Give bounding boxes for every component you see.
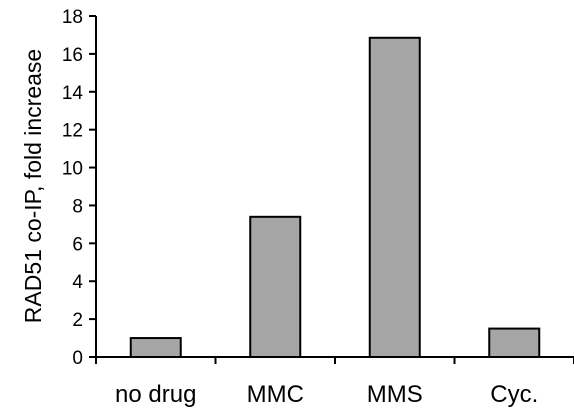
bar-cyc	[488, 327, 541, 359]
y-tick-label: 18	[62, 7, 83, 28]
axes	[95, 16, 574, 364]
x-tick-labels: no drug MMC MMS Cyc.	[115, 381, 538, 408]
bar-mms	[368, 36, 421, 359]
bar-mmc	[249, 215, 302, 358]
x-tick-label: no drug	[115, 381, 196, 408]
y-ticks: 0 2 4 6 8 10 12 14 16 18	[62, 7, 96, 369]
y-tick-label: 14	[62, 83, 84, 104]
bars	[129, 36, 541, 359]
y-tick-label: 10	[62, 159, 83, 180]
x-tick-label: MMC	[247, 381, 304, 408]
x-tick-label: Cyc.	[490, 381, 538, 408]
y-tick-label: 0	[72, 348, 83, 369]
x-tick-label: MMS	[367, 381, 423, 408]
y-axis-title: RAD51 co-IP, fold increase	[20, 49, 46, 323]
y-tick-label: 16	[62, 45, 83, 66]
y-tick-label: 8	[72, 196, 83, 217]
y-tick-label: 12	[62, 121, 83, 142]
y-tick-label: 2	[72, 310, 83, 331]
y-tick-label: 6	[72, 234, 83, 255]
bar-no-drug	[129, 337, 182, 358]
y-tick-label: 4	[72, 272, 83, 293]
